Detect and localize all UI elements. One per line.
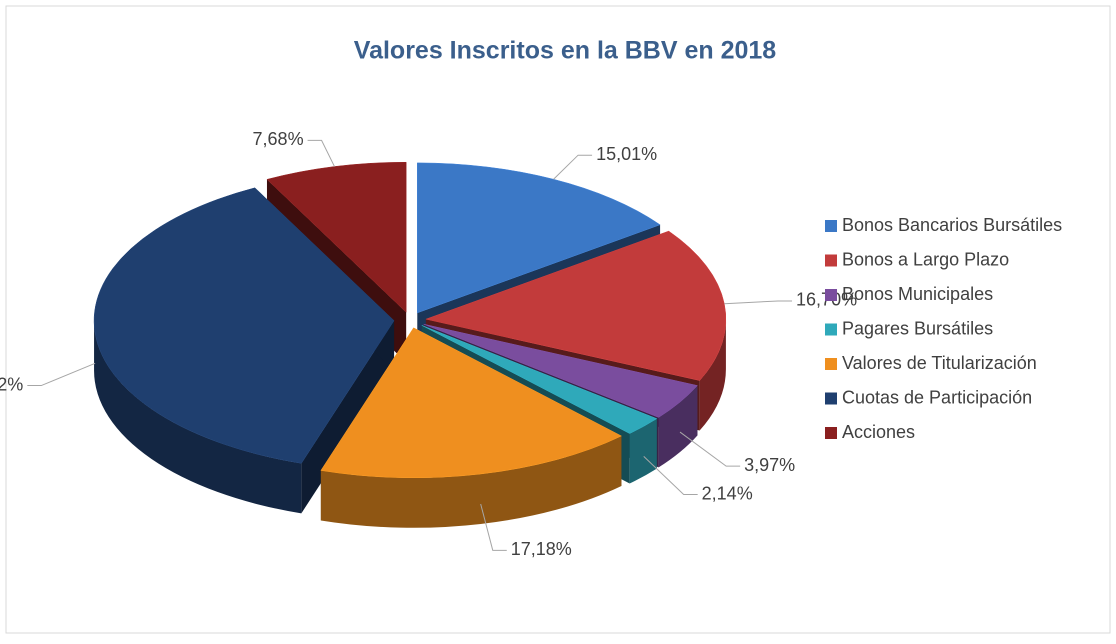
slice-wall [629, 418, 657, 484]
slice-top [417, 162, 661, 314]
legend-label: Bonos Municipales [842, 284, 993, 304]
slice-top [320, 327, 622, 479]
slice-wall [699, 319, 726, 431]
slice-wall [320, 435, 622, 528]
legend-swatch [825, 323, 837, 336]
data-label: 2,14% [702, 483, 753, 503]
slice-top [93, 187, 395, 464]
legend-swatch [825, 220, 837, 232]
data-label: 17,18% [511, 539, 572, 559]
leader-line [679, 431, 741, 467]
legend-swatch [825, 254, 837, 267]
legend-label: Valores de Titularización [842, 353, 1037, 373]
leader-line [724, 300, 793, 305]
chart-title: Valores Inscritos en la BBV en 2018 [354, 37, 777, 65]
data-label: 37,32% [0, 374, 23, 394]
legend-label: Bonos a Largo Plazo [842, 249, 1009, 269]
leader-line [307, 139, 335, 167]
slice-top [266, 161, 407, 313]
slice-wall [94, 320, 302, 514]
data-label: 15,01% [596, 144, 657, 164]
slice-wall [658, 385, 698, 468]
legend-label: Bonos Bancarios Bursátiles [842, 215, 1062, 235]
legend-label: Acciones [842, 422, 915, 442]
leader-line [553, 154, 593, 180]
legend-swatch [825, 392, 837, 405]
legend-label: Cuotas de Participación [842, 387, 1032, 407]
slice-top [421, 325, 658, 434]
data-label: 7,68% [253, 129, 304, 149]
slice-top [425, 230, 727, 381]
legend-swatch [825, 358, 837, 370]
leader-line [480, 503, 507, 551]
leader-line [27, 362, 96, 387]
data-label: 3,97% [744, 455, 795, 475]
legend-swatch [825, 427, 837, 439]
slice-top [423, 323, 698, 418]
legend-label: Pagares Bursátiles [842, 318, 993, 338]
slice [320, 327, 622, 528]
leader-line [643, 455, 698, 496]
legend-swatch [825, 289, 837, 301]
